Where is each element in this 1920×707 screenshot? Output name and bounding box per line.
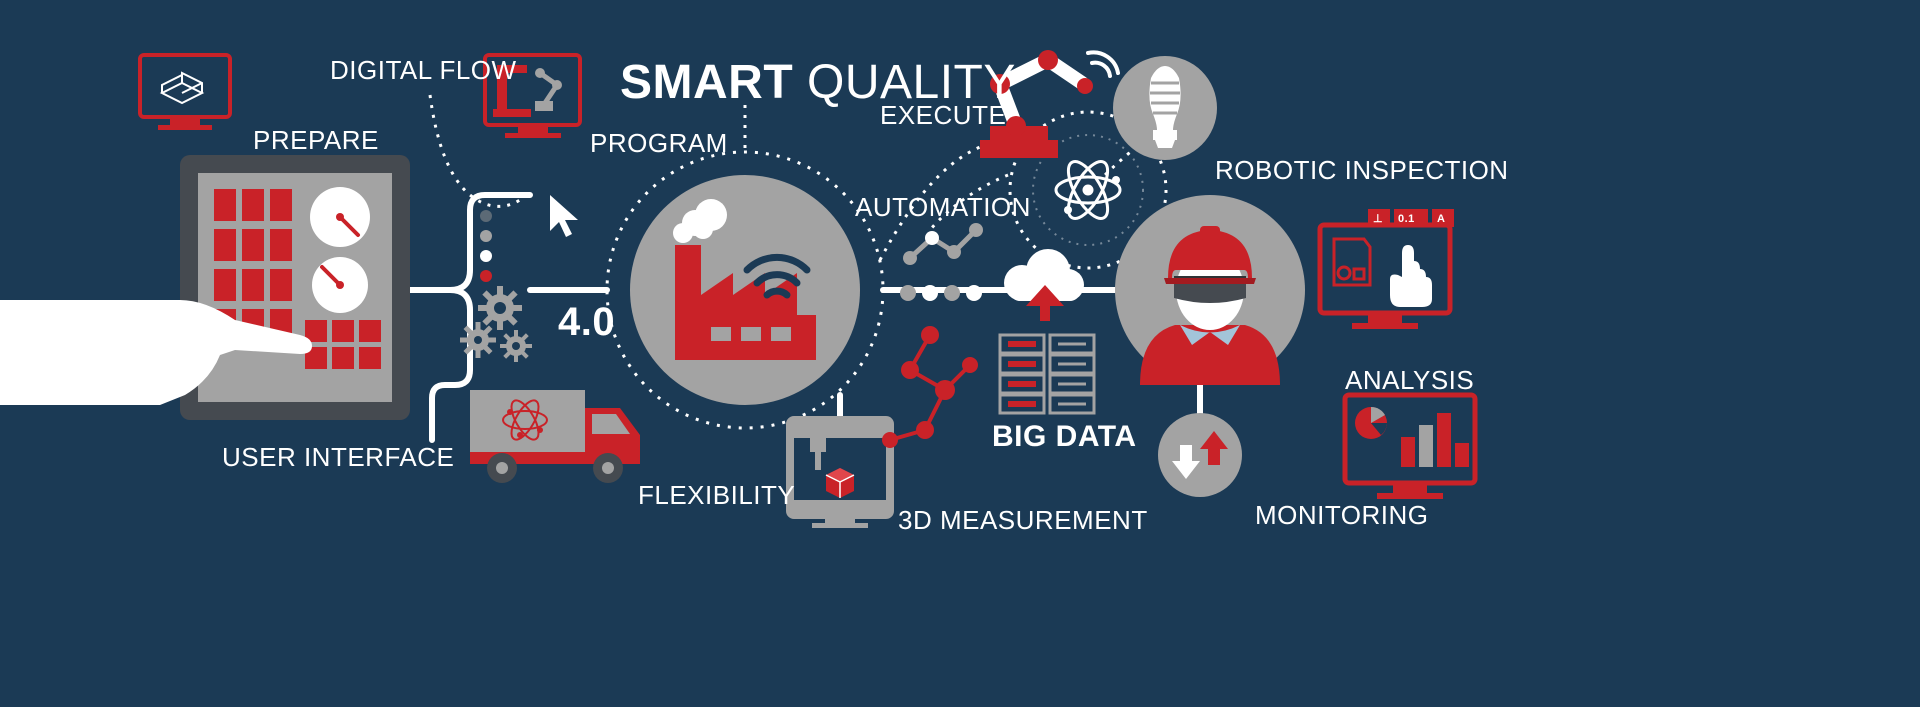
cloud-upload-icon <box>1004 249 1084 321</box>
dots-column-icon <box>480 210 492 282</box>
svg-text:A: A <box>1437 213 1445 225</box>
label-execute: EXECUTE <box>880 100 1006 131</box>
label-flexibility: FLEXIBILITY <box>638 480 795 511</box>
label-user-interface: USER INTERFACE <box>222 442 454 473</box>
label-prepare: PREPARE <box>253 125 379 156</box>
label-3d-measurement: 3D MEASUREMENT <box>898 505 1148 536</box>
molecule-icon <box>882 326 978 448</box>
tablet-icon <box>180 155 410 420</box>
truck-icon <box>470 390 640 483</box>
label-automation: AUTOMATION <box>855 192 1031 223</box>
bulb-icon <box>1113 56 1217 160</box>
arrows-circle-icon <box>1158 413 1242 497</box>
cursor-icon <box>550 195 578 237</box>
version-label: 4.0 <box>558 300 615 345</box>
title-bold: SMART <box>620 56 793 109</box>
svg-text:0.1: 0.1 <box>1398 213 1415 225</box>
printer-3d-icon <box>790 420 890 528</box>
label-analysis: ANALYSIS <box>1345 365 1474 396</box>
label-robotic-inspection: ROBOTIC INSPECTION <box>1215 155 1509 186</box>
label-monitoring: MONITORING <box>1255 500 1429 531</box>
servers-icon <box>1000 335 1094 413</box>
worker-icon <box>1115 195 1305 385</box>
chart-line-icon <box>903 223 983 265</box>
monitor-inspection-icon: ⊥ 0.1 A <box>1320 209 1454 329</box>
factory-hub-icon <box>630 175 860 405</box>
svg-text:⊥: ⊥ <box>1373 213 1383 225</box>
label-program: PROGRAM <box>590 128 728 159</box>
monitor-prepare-icon <box>140 55 230 130</box>
atom-icon <box>1056 156 1120 224</box>
label-big-data: BIG DATA <box>992 420 1137 454</box>
label-digital-flow: DIGITAL FLOW <box>330 55 517 86</box>
monitor-analysis-icon <box>1345 395 1475 499</box>
